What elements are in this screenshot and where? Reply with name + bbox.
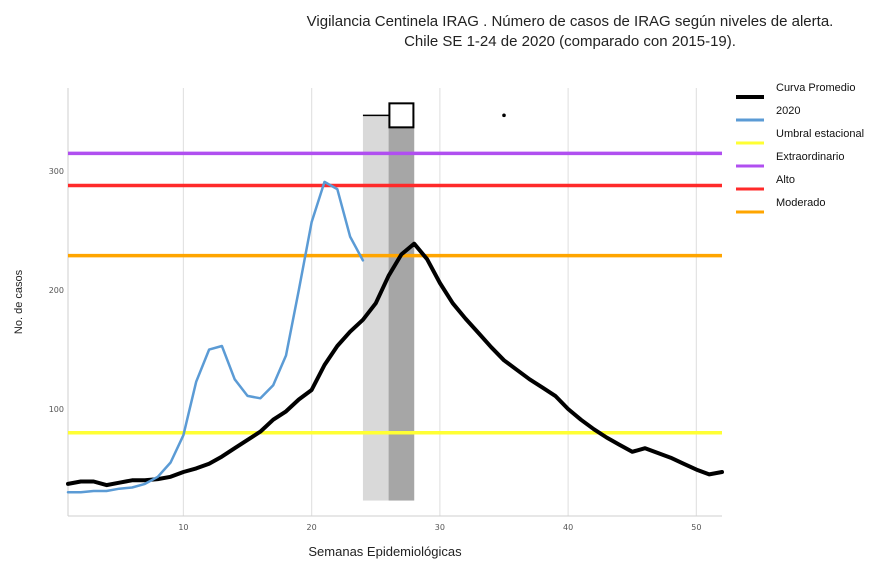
y-tick-label: 200 bbox=[49, 286, 64, 295]
legend-label: Extraordinario bbox=[776, 151, 844, 163]
chart-title-line1: Vigilancia Centinela IRAG . Número de ca… bbox=[306, 13, 834, 30]
outlier-point bbox=[502, 113, 506, 118]
x-tick-label: 50 bbox=[691, 523, 701, 532]
y-tick-label: 100 bbox=[49, 405, 64, 414]
x-tick-label: 40 bbox=[563, 523, 573, 532]
legend-label: 2020 bbox=[776, 105, 800, 117]
shaded-band-2 bbox=[388, 115, 415, 501]
series-line-2020 bbox=[66, 180, 365, 494]
x-axis-title: Semanas Epidemiológicas bbox=[308, 544, 462, 559]
y-axis-title: No. de casos bbox=[13, 269, 25, 334]
chart-title: Vigilancia Centinela IRAG . Número de ca… bbox=[270, 12, 870, 52]
chart-title-line2: Chile SE 1-24 de 2020 (comparado con 201… bbox=[404, 33, 736, 50]
series-line-curva-promedio bbox=[66, 241, 724, 488]
shaded-band-1 bbox=[362, 115, 389, 501]
y-tick-label: 300 bbox=[49, 167, 64, 176]
x-tick-label: 20 bbox=[307, 523, 317, 532]
legend-label: Moderado bbox=[776, 197, 826, 209]
x-tick-label: 10 bbox=[178, 523, 188, 532]
x-tick-label: 30 bbox=[435, 523, 445, 532]
legend-label: Alto bbox=[776, 174, 795, 186]
legend-label: Curva Promedio bbox=[776, 82, 855, 94]
boxplot-box bbox=[388, 102, 415, 129]
legend-label: Umbral estacional bbox=[776, 128, 864, 140]
